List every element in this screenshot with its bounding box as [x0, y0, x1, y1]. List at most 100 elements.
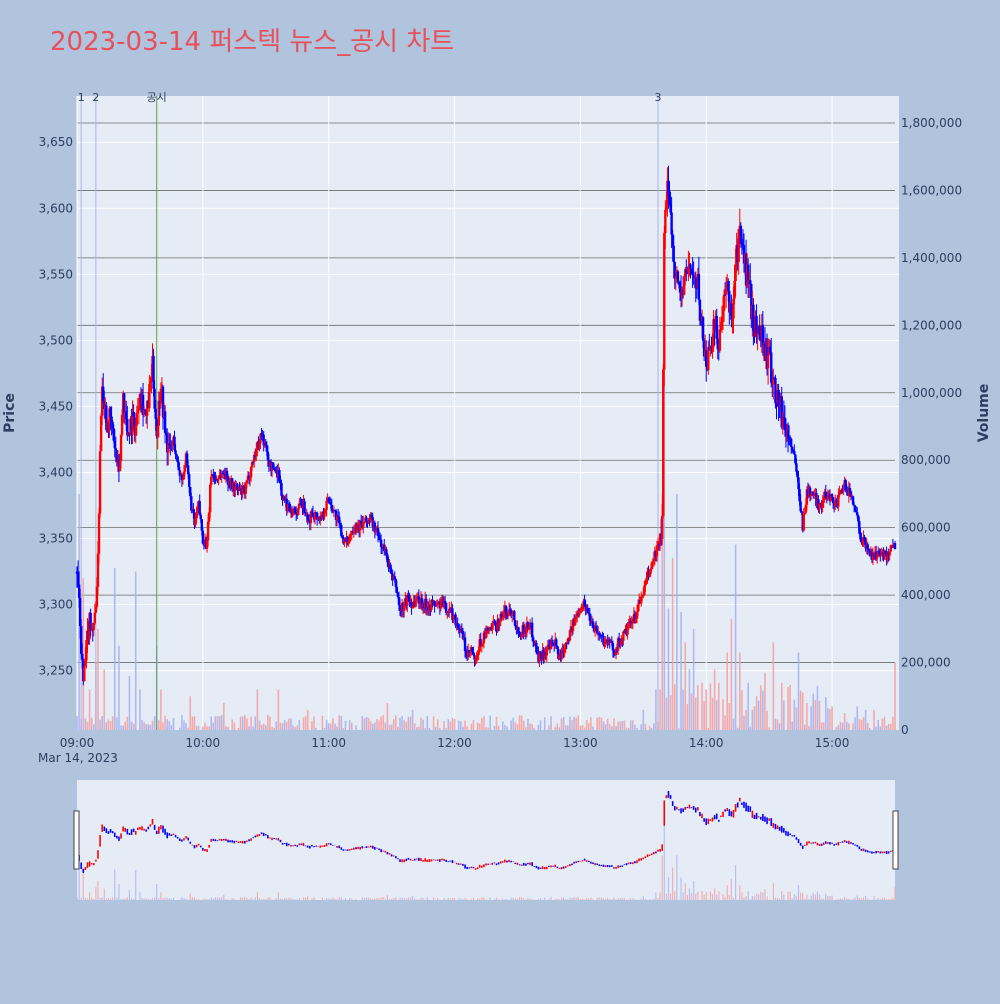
range-slider-volume-bar	[580, 899, 581, 900]
volume-bar	[798, 652, 800, 730]
volume-bar	[550, 716, 552, 730]
range-slider-volume-bar	[460, 898, 461, 900]
range-slider-volume-bar	[290, 898, 291, 900]
volume-bar	[684, 642, 686, 730]
range-slider-volume-bar	[286, 898, 287, 900]
range-slider-volume-bar	[666, 894, 667, 900]
volume-bar	[437, 719, 439, 730]
range-slider-volume-bar	[695, 894, 696, 900]
candle-body	[81, 654, 83, 659]
volume-bar	[238, 728, 240, 730]
range-slider-volume-bar	[714, 889, 715, 900]
volume-bar	[605, 724, 607, 730]
volume-bar	[680, 612, 682, 730]
volume-bar	[143, 722, 145, 730]
volume-bar	[118, 646, 120, 730]
volume-bar	[861, 720, 863, 730]
volume-bar	[374, 722, 376, 730]
range-slider-left-handle[interactable]	[74, 811, 79, 869]
range-slider-volume-bar	[727, 885, 728, 900]
range-slider-volume-bar	[802, 893, 803, 900]
volume-bar	[326, 720, 328, 730]
range-slider-volume-bar	[253, 899, 254, 900]
volume-bar	[361, 716, 363, 730]
range-slider-volume-bar	[863, 898, 864, 900]
volume-bar	[429, 728, 431, 730]
volume-bar	[99, 720, 101, 730]
volume-bar	[586, 720, 588, 730]
volume-bar	[856, 706, 858, 730]
range-slider-volume-bar	[481, 898, 482, 900]
range-slider-volume-bar	[351, 899, 352, 900]
volume-bar	[395, 716, 397, 730]
range-slider-volume-bar	[387, 895, 388, 900]
volume-bar	[458, 721, 460, 730]
volume-bar	[540, 720, 542, 730]
volume-bar	[114, 568, 116, 730]
range-slider-volume-bar	[171, 899, 172, 900]
volume-bar	[517, 724, 519, 730]
volume-bar	[433, 716, 435, 730]
range-slider-volume-bar	[246, 898, 247, 900]
range-slider-volume-bar	[376, 898, 377, 900]
volume-bar	[206, 726, 208, 730]
volume-bar	[106, 722, 108, 730]
volume-bar	[376, 719, 378, 730]
volume-bar	[693, 629, 695, 730]
range-slider-volume-bar	[550, 897, 551, 900]
range-slider-volume-bar	[225, 899, 226, 900]
range-slider-volume-bar	[792, 898, 793, 900]
range-slider-volume-bar	[502, 898, 503, 900]
range-slider[interactable]	[74, 780, 898, 900]
range-slider-volume-bar	[144, 899, 145, 900]
range-slider-volume-bar	[811, 896, 812, 900]
range-slider-volume-bar	[588, 899, 589, 900]
range-slider-volume-bar	[754, 895, 755, 900]
range-slider-volume-bar	[150, 899, 151, 900]
range-slider-volume-bar	[87, 898, 88, 900]
volume-bar	[565, 725, 567, 730]
volume-bar	[387, 703, 389, 730]
range-slider-right-handle[interactable]	[893, 811, 898, 869]
range-slider-volume-bar	[775, 898, 776, 900]
volume-bar	[764, 673, 766, 730]
volume-bar	[584, 728, 586, 730]
range-slider-volume-bar	[167, 898, 168, 900]
volume-bar	[615, 726, 617, 730]
range-slider-volume-bar	[81, 898, 82, 900]
candle-body	[464, 637, 466, 651]
range-slider-volume-bar	[383, 897, 384, 900]
volume-bar	[278, 690, 280, 730]
range-slider-volume-bar	[611, 899, 612, 900]
volume-bar	[749, 727, 751, 730]
volume-bar	[162, 722, 164, 730]
volume-bar	[827, 708, 829, 730]
range-slider-volume-bar	[603, 898, 604, 900]
volume-axis-title: Volume	[976, 384, 992, 443]
volume-bar	[364, 718, 366, 730]
volume-bar	[227, 727, 229, 730]
range-slider-volume-bar	[364, 898, 365, 900]
range-slider-volume-bar	[110, 898, 111, 900]
range-slider-volume-bar	[882, 898, 883, 900]
volume-bar	[351, 723, 353, 730]
volume-bar	[783, 701, 785, 730]
range-slider-volume-bar	[209, 899, 210, 900]
volume-bar	[794, 700, 796, 730]
volume-bar	[626, 728, 628, 730]
range-slider-volume-bar	[815, 894, 816, 900]
volume-bar	[867, 723, 869, 730]
volume-bar	[494, 726, 496, 730]
range-slider-volume-bar	[202, 899, 203, 900]
volume-bar	[189, 696, 191, 730]
time-tick-label: 12:00	[437, 736, 472, 750]
range-slider-volume-bar	[288, 898, 289, 900]
volume-bar	[489, 716, 491, 730]
volume-bar	[261, 725, 263, 730]
candle-body	[803, 513, 805, 531]
range-slider-volume-bar	[190, 894, 191, 900]
range-slider-volume-bar	[605, 899, 606, 900]
volume-bar	[886, 726, 888, 730]
range-slider-volume-bar	[349, 898, 350, 900]
volume-bar	[651, 728, 653, 730]
